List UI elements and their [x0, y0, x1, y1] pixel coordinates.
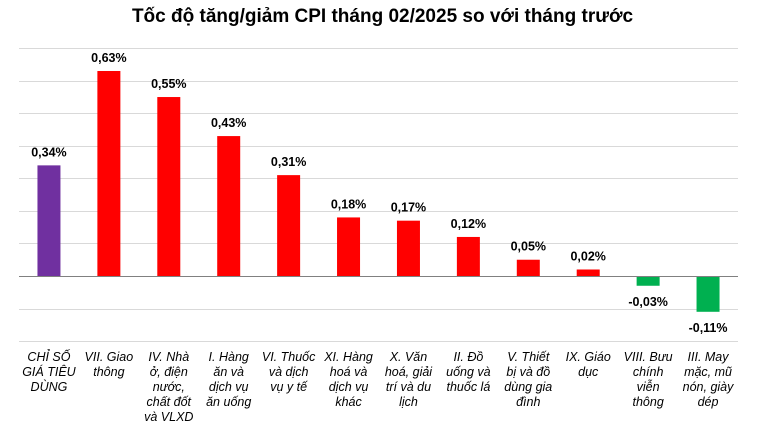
category-label-7: X. Văn hoá, giải trí và du lịch — [377, 350, 439, 410]
bar-8 — [456, 236, 480, 276]
data-label-1: 0,34% — [31, 145, 66, 159]
category-label-line: vụ y tế — [270, 380, 308, 394]
data-label-8: 0,12% — [451, 217, 486, 231]
bar-11 — [636, 276, 660, 286]
category-label-line: X. Văn — [389, 350, 428, 364]
category-label-line: dịch vụ — [208, 380, 249, 394]
data-label-10: 0,02% — [570, 249, 605, 263]
data-label-9: 0,05% — [511, 240, 546, 254]
category-label-line: hoá và — [329, 365, 368, 379]
category-label-5: VI. Thuốc và dịch vụ y tế — [258, 350, 320, 395]
category-label-line: uống và — [446, 365, 491, 379]
data-label-6: 0,18% — [331, 197, 366, 211]
category-label-10: IX. Giáo dục — [557, 350, 619, 380]
category-label-2: VII. Giao thông — [78, 350, 140, 380]
data-label-7: 0,17% — [391, 201, 426, 215]
category-label-line: lịch — [399, 395, 418, 409]
category-label-line: dùng gia — [504, 380, 553, 394]
bar-9 — [516, 259, 540, 276]
category-label-line: chính — [632, 365, 664, 379]
category-label-6: XI. Hàng hoá và dịch vụ khác — [318, 350, 380, 410]
data-label-11: -0,03% — [628, 295, 668, 309]
category-label-line: II. Đồ — [453, 350, 484, 364]
category-label-line: bị và đồ — [506, 365, 551, 379]
category-label-line: mặc, mũ — [684, 365, 732, 379]
category-label-line: thông — [632, 395, 664, 409]
category-label-line: dục — [578, 365, 599, 379]
data-label-5: 0,31% — [271, 155, 306, 169]
bar-3 — [157, 97, 181, 277]
category-label-line: viễn — [636, 380, 660, 394]
category-label-line: VIII. Bưu — [623, 350, 673, 364]
bar-10 — [576, 269, 600, 276]
category-label-line: ở, điện — [149, 365, 188, 379]
bar-7 — [396, 220, 420, 276]
category-label-line: đình — [516, 395, 541, 409]
category-label-line: IV. Nhà — [148, 350, 190, 364]
category-label-line: ăn và — [213, 365, 244, 379]
category-label-3: IV. Nhà ở, điện nước, chất đốt và VLXD — [138, 350, 200, 425]
category-label-line: VII. Giao — [84, 350, 134, 364]
data-label-4: 0,43% — [211, 116, 246, 130]
category-label-line: nước, — [152, 380, 185, 394]
category-label-line: thông — [93, 365, 125, 379]
category-label-line: trí và du — [385, 380, 432, 394]
bar-1 — [37, 165, 61, 276]
category-label-line: GIÁ TIÊU — [22, 365, 76, 379]
bar-5 — [277, 175, 301, 276]
category-label-line: VI. Thuốc — [261, 350, 316, 364]
category-label-9: V. Thiết bị và đồ dùng gia đình — [497, 350, 559, 410]
category-label-line: và VLXD — [144, 410, 194, 424]
category-label-11: VIII. Bưu chính viễn thông — [617, 350, 679, 410]
category-label-line: hoá, giải — [384, 365, 433, 379]
category-label-line: nón, giày — [682, 380, 734, 394]
category-label-line: I. Hàng — [208, 350, 249, 364]
chart-title: Tốc độ tăng/giảm CPI tháng 02/2025 so vớ… — [131, 6, 634, 27]
category-label-line: CHỈ SỐ — [27, 350, 71, 364]
category-label-line: XI. Hàng — [324, 350, 373, 364]
category-label-line: ăn uống — [206, 395, 252, 409]
category-label-line: IX. Giáo — [565, 350, 611, 364]
category-label-line: DÙNG — [30, 380, 68, 394]
category-label-line: dịch vụ — [328, 380, 369, 394]
data-label-12: -0,11% — [689, 321, 728, 335]
bar-4 — [217, 136, 241, 276]
category-label-line: dép — [697, 395, 719, 409]
bar-12 — [696, 276, 720, 312]
bar-6 — [337, 217, 361, 276]
category-label-1: CHỈ SỐ GIÁ TIÊU DÙNG — [18, 350, 80, 395]
data-label-3: 0,55% — [151, 77, 186, 91]
data-label-2: 0,63% — [91, 51, 126, 65]
category-label-line: V. Thiết — [507, 350, 550, 364]
category-label-line: và dịch — [268, 365, 309, 379]
category-label-8: II. Đồ uống và thuốc lá — [437, 350, 499, 395]
category-label-line: thuốc lá — [446, 380, 491, 394]
category-label-line: III. May — [687, 350, 729, 364]
category-label-line: khác — [335, 395, 362, 409]
category-label-12: III. May mặc, mũ nón, giày dép — [677, 350, 739, 410]
category-label-4: I. Hàng ăn và dịch vụ ăn uống — [198, 350, 260, 410]
category-label-line: chất đốt — [146, 395, 192, 409]
bar-2 — [97, 71, 121, 276]
